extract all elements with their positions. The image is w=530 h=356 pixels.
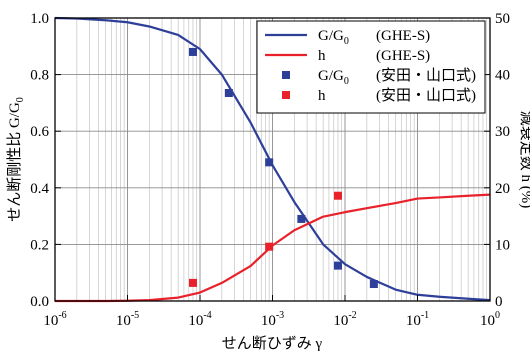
legend: G/G0 (GHE-S) h (GHE-S) G/G0 (安田・山口式) h (安田・山口式) [256, 20, 486, 114]
y-axis-left-label: せん断剛性比 G/G0 [6, 97, 26, 222]
y-right-tick-label: 40 [495, 68, 510, 84]
data-point-2 [369, 280, 378, 289]
x-tick-label: 10-4 [188, 310, 211, 329]
data-point-3 [333, 191, 342, 200]
legend-label: h [318, 48, 326, 64]
grid-minor [76, 18, 488, 301]
legend-box [256, 20, 486, 114]
legend-label-suffix: (GHE-S) [376, 28, 430, 44]
x-tick-label: 10-1 [406, 310, 429, 329]
legend-marker-swatch [282, 71, 290, 79]
legend-label: G/G0 [318, 68, 349, 87]
y-right-tick-label: 30 [495, 124, 510, 140]
y-left-tick-label: 0.2 [30, 237, 49, 253]
y-left-tick-label: 1.0 [30, 11, 49, 27]
data-point-3 [188, 278, 197, 287]
series-layer [54, 16, 491, 303]
data-point-2 [265, 158, 274, 167]
data-point-3 [265, 242, 274, 251]
legend-label: h [318, 88, 326, 104]
data-point-2 [297, 214, 306, 223]
data-point-2 [188, 47, 197, 56]
y-right-tick-label: 20 [495, 181, 510, 197]
x-axis-label: せん断ひずみ γ [222, 335, 323, 352]
y-left-tick-label: 0.6 [30, 124, 49, 140]
data-point-2 [224, 88, 233, 97]
legend-label-suffix: (安田・山口式) [376, 87, 476, 104]
legend-label-suffix: (安田・山口式) [376, 67, 476, 84]
legend-marker-swatch [282, 91, 290, 99]
y-right-tick-label: 10 [495, 237, 510, 253]
data-point-2 [333, 261, 342, 270]
y-left-tick-label: 0.4 [30, 181, 49, 197]
x-tick-label: 10-3 [261, 310, 284, 329]
series-line-1 [55, 193, 491, 303]
legend-label: G/G0 [318, 28, 349, 47]
y-left-tick-label: 0.0 [30, 294, 49, 310]
y-left-tick-label: 0.8 [30, 68, 49, 84]
axes-layer: 10-6 10-5 10-4 10-3 10-2 10-1 1000.00.20.40.60… [30, 11, 510, 329]
y-right-tick-label: 50 [495, 11, 510, 27]
y-right-tick-label: 0 [495, 294, 503, 310]
x-tick-label: 10-6 [43, 310, 66, 329]
y-axis-right-label: 減衰定数 h (%) [518, 111, 530, 209]
x-tick-label: 10-5 [116, 310, 139, 329]
legend-label-suffix: (GHE-S) [376, 48, 430, 64]
x-tick-label: 10-2 [333, 310, 356, 329]
x-tick-label: 100 [480, 310, 500, 329]
